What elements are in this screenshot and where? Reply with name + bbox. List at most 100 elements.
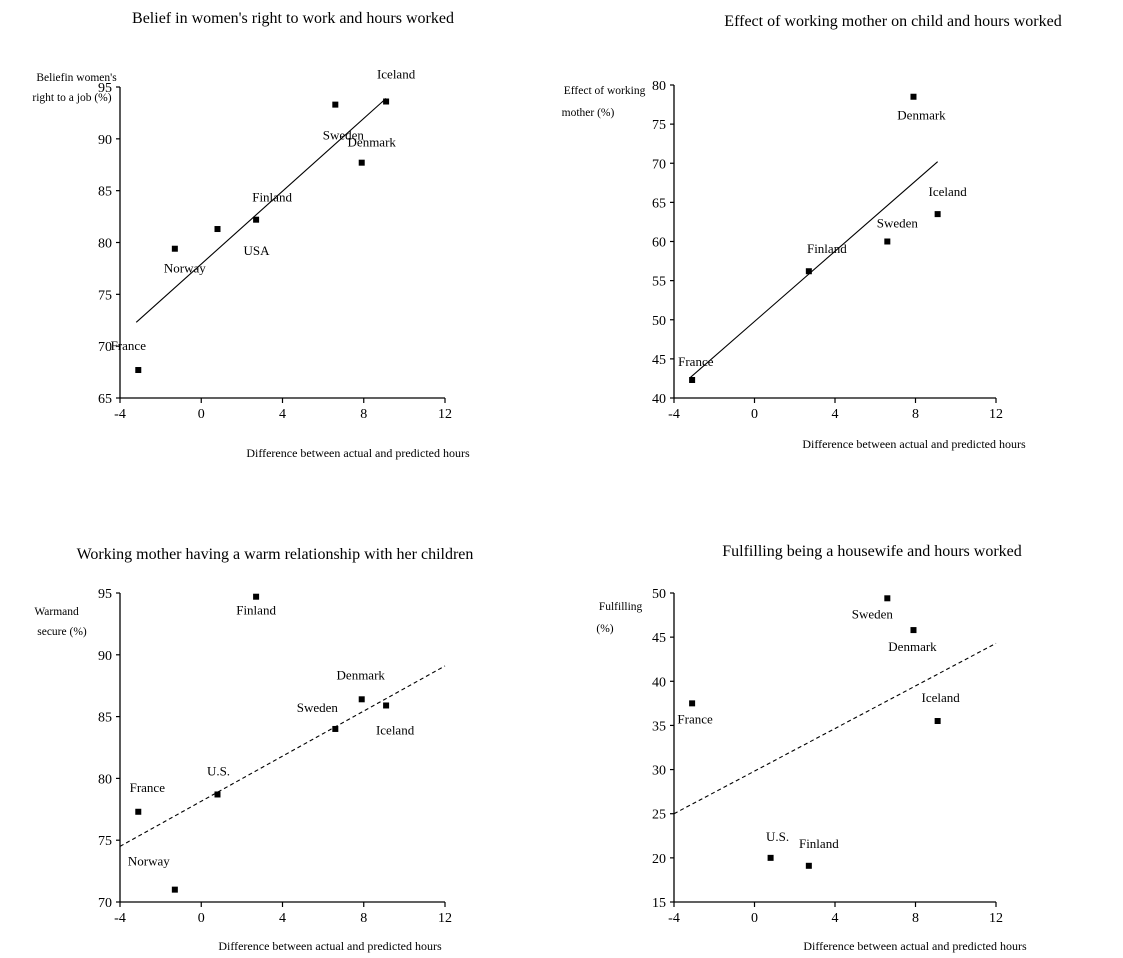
data-point (358, 159, 365, 166)
point-label: Iceland (377, 67, 416, 82)
x-tick-label: 8 (912, 407, 919, 422)
data-point (910, 627, 917, 634)
y-tick-label: 75 (98, 834, 112, 849)
plot-area: 15 20 25 30 35 40 45 50 -4 0 4 8 12 Sweden Denmark Fran… (652, 587, 1003, 926)
y-axis-label-line-1: Warmand (34, 606, 79, 618)
data-point (934, 718, 941, 725)
point-label: Norway (164, 261, 206, 276)
x-tick-label: -4 (668, 407, 680, 422)
data-point (171, 886, 178, 893)
point-label: Sweden (877, 216, 919, 231)
data-point (135, 808, 142, 815)
point-label: U.S. (766, 829, 789, 844)
y-tick-label: 20 (652, 852, 666, 867)
y-axis-label-line-2: mother (%) (562, 107, 615, 119)
y-axis-label-line-2: (%) (596, 623, 613, 635)
data-point (884, 238, 891, 245)
y-tick-label: 40 (652, 675, 666, 690)
x-tick-label: 12 (438, 911, 452, 926)
x-tick-label: -4 (668, 911, 680, 926)
fit-line (119, 665, 446, 847)
y-tick-label: 80 (98, 772, 112, 787)
y-tick-label: 75 (652, 118, 666, 133)
point-label: France (677, 711, 713, 726)
data-point (805, 268, 812, 275)
y-axis-label-line-2: secure (%) (37, 626, 87, 638)
point-label: Sweden (852, 606, 894, 621)
y-tick-label: 40 (652, 392, 666, 407)
y-tick-label: 55 (652, 275, 666, 290)
chart-panel-1: Belief in women's right to work and hour… (32, 10, 470, 460)
chart-title: Effect of working mother on child and ho… (724, 13, 1061, 30)
point-label: Iceland (922, 690, 961, 705)
y-tick-label: 45 (652, 631, 666, 646)
y-tick-label: 30 (652, 764, 666, 779)
y-axis-label-line-2: right to a job (%) (32, 92, 111, 104)
x-axis-label: Difference between actual and predicted … (802, 437, 1026, 451)
data-point (884, 595, 891, 602)
x-tick-label: 4 (832, 407, 839, 422)
data-point (934, 211, 941, 218)
x-axis-label: Difference between actual and predicted … (246, 446, 470, 460)
plot-area: 65 70 75 80 85 90 95 -4 0 4 8 12 Iceland SwedenDenmar… (98, 67, 452, 422)
point-label: Sweden (323, 128, 365, 143)
y-axis-label: Fulfilling (%) (596, 601, 645, 635)
x-tick-label: 12 (989, 911, 1003, 926)
data-point (383, 98, 390, 105)
point-label: France (130, 780, 166, 795)
y-tick-label: 95 (98, 587, 112, 602)
fit-line (135, 97, 387, 323)
data-point (689, 700, 696, 707)
y-tick-label: 50 (652, 587, 666, 602)
chart-title: Fulfilling being a housewife and hours w… (722, 543, 1022, 560)
y-tick-label: 50 (652, 314, 666, 329)
point-label: Finland (799, 836, 839, 851)
y-tick-label: 80 (652, 79, 666, 94)
point-label: U.S. (207, 763, 230, 778)
x-tick-label: 12 (438, 407, 452, 422)
data-point (910, 93, 917, 100)
y-tick-label: 70 (98, 340, 112, 355)
point-label: France (678, 354, 714, 369)
point-label: Norway (128, 854, 170, 869)
data-point (214, 226, 221, 233)
point-label: Sweden (297, 700, 339, 715)
point-label: France (111, 338, 147, 353)
y-axis-label-line-1: Fulfilling (599, 601, 643, 613)
data-point (805, 862, 812, 869)
data-point (171, 245, 178, 252)
x-axis-label: Difference between actual and predicted … (803, 939, 1027, 953)
y-tick-label: 90 (98, 133, 112, 148)
x-tick-label: 8 (360, 407, 367, 422)
x-axis-label: Difference between actual and predicted … (218, 939, 442, 953)
y-tick-label: 35 (652, 719, 666, 734)
data-point (253, 593, 260, 600)
x-tick-label: 4 (279, 407, 286, 422)
chart-panel-2: Effect of working mother on child and ho… (562, 13, 1062, 451)
data-point (383, 702, 390, 709)
fit-line (673, 642, 997, 815)
x-tick-label: -4 (114, 407, 126, 422)
y-tick-label: 90 (98, 649, 112, 664)
point-label: USA (243, 243, 270, 258)
point-label: Finland (236, 603, 276, 618)
data-point (767, 854, 774, 861)
point-label: Denmark (337, 667, 386, 682)
x-tick-label: 0 (751, 911, 758, 926)
y-axis-label: Effect of working mother (%) (562, 85, 649, 119)
chart-title: Belief in women's right to work and hour… (132, 10, 454, 27)
point-label: Finland (252, 190, 292, 205)
data-point (332, 101, 339, 108)
data-point (135, 367, 142, 374)
point-label: Iceland (376, 722, 415, 737)
y-tick-label: 95 (98, 81, 112, 96)
data-point (214, 791, 221, 798)
y-axis-label: Beliefin women's right to a job (%) (32, 72, 119, 104)
y-tick-label: 25 (652, 808, 666, 823)
y-tick-label: 65 (652, 196, 666, 211)
x-tick-label: 4 (279, 911, 286, 926)
y-axis-label-line-1: Effect of working (564, 85, 646, 97)
y-tick-label: 80 (98, 237, 112, 252)
x-tick-label: 0 (198, 911, 205, 926)
